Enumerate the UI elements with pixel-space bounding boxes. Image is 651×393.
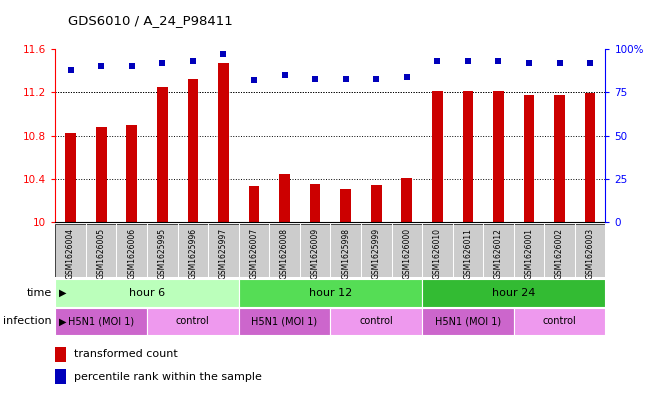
Text: control: control (176, 316, 210, 327)
Bar (157, 87, 168, 222)
Text: time: time (27, 288, 52, 298)
Bar (585, 94, 596, 222)
Text: transformed count: transformed count (74, 349, 178, 359)
Bar (239, 279, 422, 307)
Point (310, 75, 320, 82)
Text: GSM1626001: GSM1626001 (525, 228, 534, 279)
Point (157, 60, 167, 66)
Text: GSM1625996: GSM1625996 (188, 228, 197, 279)
Bar (514, 308, 605, 335)
Point (402, 73, 412, 80)
Bar (402, 178, 412, 222)
Point (96, 63, 106, 70)
Point (65, 67, 76, 73)
Bar (493, 91, 504, 222)
Bar (340, 189, 351, 222)
Text: control: control (543, 316, 577, 327)
Bar (554, 94, 565, 222)
Text: H5N1 (MOI 1): H5N1 (MOI 1) (68, 316, 134, 327)
Text: infection: infection (3, 316, 52, 327)
Point (463, 58, 473, 64)
Bar (422, 308, 514, 335)
Text: GSM1626004: GSM1626004 (66, 228, 75, 279)
Text: GSM1626011: GSM1626011 (464, 228, 473, 279)
Point (585, 60, 596, 66)
Point (340, 75, 351, 82)
Text: H5N1 (MOI 1): H5N1 (MOI 1) (435, 316, 501, 327)
Bar (55, 369, 66, 384)
Text: GSM1626010: GSM1626010 (433, 228, 442, 279)
Bar (310, 184, 320, 222)
Text: hour 24: hour 24 (492, 288, 535, 298)
Bar (65, 133, 76, 222)
Text: ▶: ▶ (59, 288, 66, 298)
Text: GSM1626009: GSM1626009 (311, 228, 320, 279)
Point (555, 60, 565, 66)
Bar (371, 185, 381, 222)
Bar (55, 308, 147, 335)
Text: GSM1625995: GSM1625995 (158, 228, 167, 279)
Text: GSM1625998: GSM1625998 (341, 228, 350, 279)
Point (524, 60, 534, 66)
Text: GSM1626003: GSM1626003 (586, 228, 594, 279)
Text: GSM1626005: GSM1626005 (97, 228, 105, 279)
Bar (330, 308, 422, 335)
Text: GSM1626012: GSM1626012 (494, 228, 503, 279)
Text: GSM1626002: GSM1626002 (555, 228, 564, 279)
Point (249, 77, 259, 83)
Text: GDS6010 / A_24_P98411: GDS6010 / A_24_P98411 (68, 15, 233, 28)
Bar (249, 186, 259, 222)
Bar (218, 63, 229, 222)
Text: GSM1625999: GSM1625999 (372, 228, 381, 279)
Text: H5N1 (MOI 1): H5N1 (MOI 1) (251, 316, 318, 327)
Text: ▶: ▶ (59, 316, 66, 327)
Text: control: control (359, 316, 393, 327)
Point (218, 51, 229, 57)
Point (126, 63, 137, 70)
Bar (55, 279, 239, 307)
Bar (523, 94, 534, 222)
Point (187, 58, 198, 64)
Text: GSM1626007: GSM1626007 (249, 228, 258, 279)
Text: GSM1626008: GSM1626008 (280, 228, 289, 279)
Text: GSM1626000: GSM1626000 (402, 228, 411, 279)
Bar (463, 91, 473, 222)
Bar (422, 279, 605, 307)
Text: GSM1626006: GSM1626006 (127, 228, 136, 279)
Point (279, 72, 290, 78)
Bar (187, 79, 198, 222)
Point (371, 75, 381, 82)
Bar (96, 127, 107, 222)
Bar (432, 91, 443, 222)
Bar (239, 308, 330, 335)
Bar (279, 174, 290, 222)
Bar (55, 347, 66, 362)
Text: percentile rank within the sample: percentile rank within the sample (74, 372, 262, 382)
Point (432, 58, 443, 64)
Text: hour 6: hour 6 (129, 288, 165, 298)
Bar (147, 308, 239, 335)
Text: GSM1625997: GSM1625997 (219, 228, 228, 279)
Point (493, 58, 504, 64)
Bar (126, 125, 137, 222)
Text: hour 12: hour 12 (309, 288, 352, 298)
